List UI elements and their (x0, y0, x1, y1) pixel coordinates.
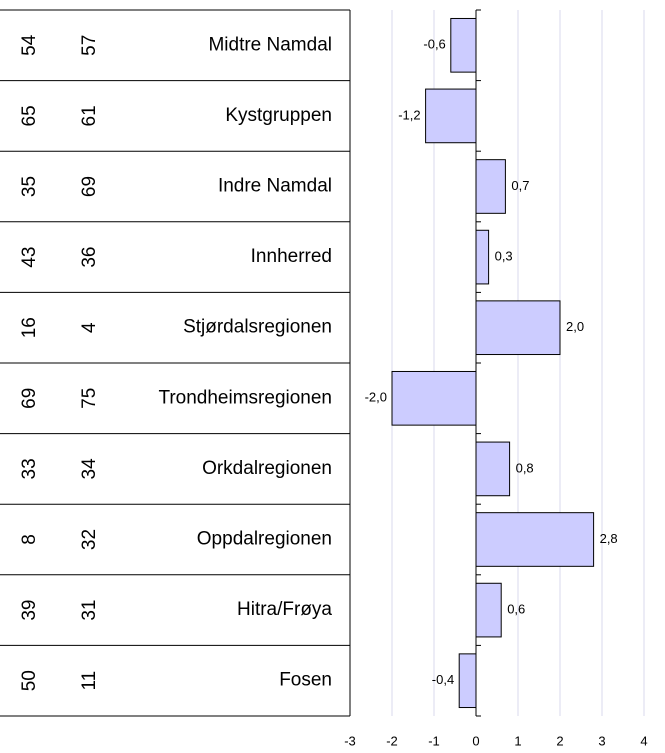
column-a: 8 (19, 534, 40, 545)
column-a: 54 (19, 34, 40, 56)
bar (475, 441, 511, 497)
bar (475, 512, 595, 567)
column-b: 4 (79, 322, 100, 333)
x-tick-label: 2 (556, 733, 563, 748)
category-label: Innherred (251, 246, 332, 267)
category-label: Orkdalregionen (202, 458, 332, 479)
column-b: 11 (79, 671, 100, 691)
value-label: 0,7 (511, 178, 529, 193)
column-a: 35 (19, 176, 40, 197)
bar (475, 229, 490, 285)
bar (425, 88, 477, 144)
bar (391, 370, 477, 426)
value-label: -0,6 (423, 37, 445, 52)
category-label: Indre Namdal (218, 176, 332, 197)
x-tick-label: -3 (344, 733, 356, 748)
category-label: Oppdalregionen (197, 529, 332, 550)
column-b: 32 (79, 529, 100, 550)
value-label: -1,2 (398, 107, 420, 122)
column-b: 34 (79, 458, 100, 480)
column-a: 33 (19, 458, 40, 479)
column-b: 57 (79, 35, 100, 56)
category-label: Midtre Namdal (208, 34, 332, 55)
value-label: -2,0 (365, 390, 387, 405)
value-label: 2,0 (566, 319, 584, 334)
x-tick-label: -2 (386, 733, 398, 748)
bar (475, 159, 506, 214)
value-label: 0,3 (495, 249, 513, 264)
column-b: 36 (79, 247, 100, 268)
column-b: 69 (79, 176, 100, 197)
bar (475, 300, 561, 356)
column-b: 75 (79, 388, 100, 409)
value-label: -0,4 (432, 672, 454, 687)
x-tick-label: 3 (598, 733, 605, 748)
value-label: 0,6 (507, 602, 525, 617)
bar (450, 17, 477, 73)
category-label: Stjørdalsregionen (183, 317, 332, 338)
value-label: 2,8 (600, 531, 618, 546)
x-tick-label: 4 (640, 733, 647, 748)
column-a: 69 (19, 388, 40, 409)
x-tick-label: -1 (428, 733, 440, 748)
column-a: 39 (19, 600, 40, 621)
column-a: 43 (19, 247, 40, 268)
category-label: Kystgruppen (225, 105, 332, 126)
column-a: 65 (19, 105, 40, 126)
x-tick-label: 0 (472, 733, 479, 748)
column-b: 31 (79, 600, 100, 621)
bar (458, 653, 477, 709)
category-label: Hitra/Frøya (237, 599, 332, 620)
column-b: 61 (79, 105, 100, 126)
x-tick-label: 1 (514, 733, 521, 748)
value-label: 0,8 (516, 460, 534, 475)
category-label: Fosen (279, 670, 332, 691)
category-label: Trondheimsregionen (158, 387, 332, 408)
bar (475, 582, 502, 638)
column-a: 50 (19, 670, 40, 691)
column-a: 16 (19, 317, 40, 338)
